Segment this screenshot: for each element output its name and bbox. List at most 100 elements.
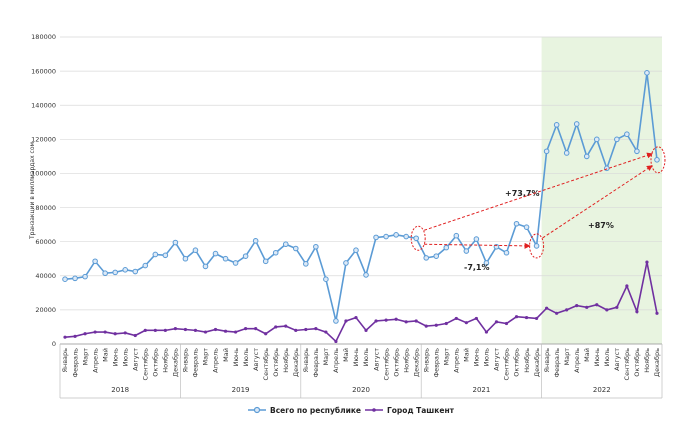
data-point: [153, 328, 157, 332]
data-point: [353, 247, 359, 253]
x-tick-label: Сентябрь: [262, 348, 270, 381]
data-point: [404, 320, 408, 324]
annotations: +73,7% +87% -7,1%: [410, 146, 666, 272]
data-point: [103, 330, 107, 334]
data-point: [473, 236, 480, 242]
x-tick-label: Июнь: [593, 348, 601, 367]
data-point: [533, 243, 540, 249]
year-label: 2020: [352, 386, 370, 394]
data-point: [264, 332, 268, 336]
data-point: [655, 311, 659, 315]
data-point: [222, 255, 229, 262]
data-point: [595, 303, 599, 307]
data-point: [504, 321, 509, 326]
data-point: [393, 232, 399, 238]
data-point: [503, 249, 510, 256]
data-point: [454, 316, 458, 321]
data-point: [433, 253, 440, 259]
data-point: [605, 308, 609, 312]
x-tick-label: Ноябрь: [643, 348, 651, 373]
legend-label-tashkent: Город Ташкент: [387, 406, 455, 415]
data-point: [203, 330, 208, 334]
data-point: [252, 238, 259, 244]
data-point: [443, 244, 450, 251]
data-point: [543, 148, 550, 155]
data-point: [173, 327, 177, 331]
annotation-arrow: [542, 165, 653, 239]
data-point: [242, 253, 249, 259]
data-point: [294, 328, 298, 332]
data-point: [624, 131, 630, 138]
data-point: [343, 260, 349, 266]
x-tick-label: Октябрь: [272, 348, 280, 377]
data-point: [434, 323, 438, 327]
data-point: [634, 148, 640, 155]
data-point: [143, 328, 147, 332]
x-tick-label: Февраль: [312, 348, 320, 378]
annotation-pct2: +87%: [588, 221, 614, 230]
x-tick-label: Сентябрь: [382, 348, 390, 381]
data-point: [363, 272, 369, 278]
data-point: [72, 275, 78, 282]
highlight-2022: [541, 37, 662, 344]
x-tick-label: Июль: [242, 348, 250, 366]
data-point: [565, 308, 569, 312]
data-point: [133, 333, 137, 338]
data-point: [113, 332, 117, 336]
data-point: [122, 267, 129, 273]
data-point: [182, 255, 189, 262]
x-tick-label: Март: [322, 348, 330, 366]
data-point: [233, 330, 238, 334]
y-tick-label: 60000: [35, 238, 56, 246]
legend-marker-total: [253, 406, 261, 414]
data-point: [383, 233, 389, 240]
x-tick-label: Октябрь: [633, 348, 641, 377]
data-point: [545, 306, 549, 310]
data-point: [202, 263, 209, 270]
x-tick-label: Июнь: [111, 348, 119, 367]
data-point: [132, 268, 139, 275]
series-line: [64, 261, 658, 343]
x-tick-label: Август: [131, 348, 139, 371]
x-tick-label: Декабрь: [533, 348, 541, 377]
data-point: [654, 157, 660, 163]
data-point: [292, 245, 299, 252]
x-tick-label: Август: [252, 348, 260, 371]
x-axis: Январь Февраль Март Апрель Май Июнь Июль Август…: [61, 348, 661, 381]
data-point: [244, 327, 248, 331]
x-tick-label: Май: [222, 348, 230, 362]
data-point: [102, 270, 108, 277]
data-point: [323, 276, 329, 282]
data-point: [304, 327, 308, 332]
x-tick-label: Август: [613, 348, 621, 371]
x-tick-label: Июль: [483, 348, 491, 366]
data-point: [513, 220, 520, 227]
x-tick-label: Октябрь: [392, 348, 400, 377]
data-point: [212, 250, 219, 257]
y-tick-label: 20000: [35, 306, 56, 314]
x-tick-label: Октябрь: [152, 348, 160, 377]
data-point: [414, 319, 418, 323]
data-point: [373, 234, 379, 241]
data-point: [183, 327, 188, 332]
data-point: [162, 252, 169, 259]
data-point: [344, 319, 348, 323]
data-point: [483, 260, 490, 266]
x-tick-label: Июнь: [232, 348, 240, 367]
data-point: [82, 273, 88, 280]
x-tick-label: Апрель: [212, 348, 220, 373]
data-point: [274, 325, 278, 329]
y-tick-label: 140000: [31, 101, 56, 109]
y-axis: 0 20000 40000 60000 80000 100000 120000 140000 1…: [31, 33, 56, 348]
x-tick-label: Январь: [422, 348, 430, 373]
data-point: [563, 150, 570, 156]
data-point: [423, 255, 430, 261]
data-point: [394, 317, 398, 321]
annotation-pct1: +73,7%: [505, 189, 539, 198]
x-tick-label: Февраль: [192, 348, 200, 378]
y-tick-label: 120000: [31, 136, 56, 144]
data-point: [254, 327, 258, 331]
x-tick-label: Ноябрь: [523, 348, 531, 373]
x-tick-label: Март: [202, 348, 210, 366]
